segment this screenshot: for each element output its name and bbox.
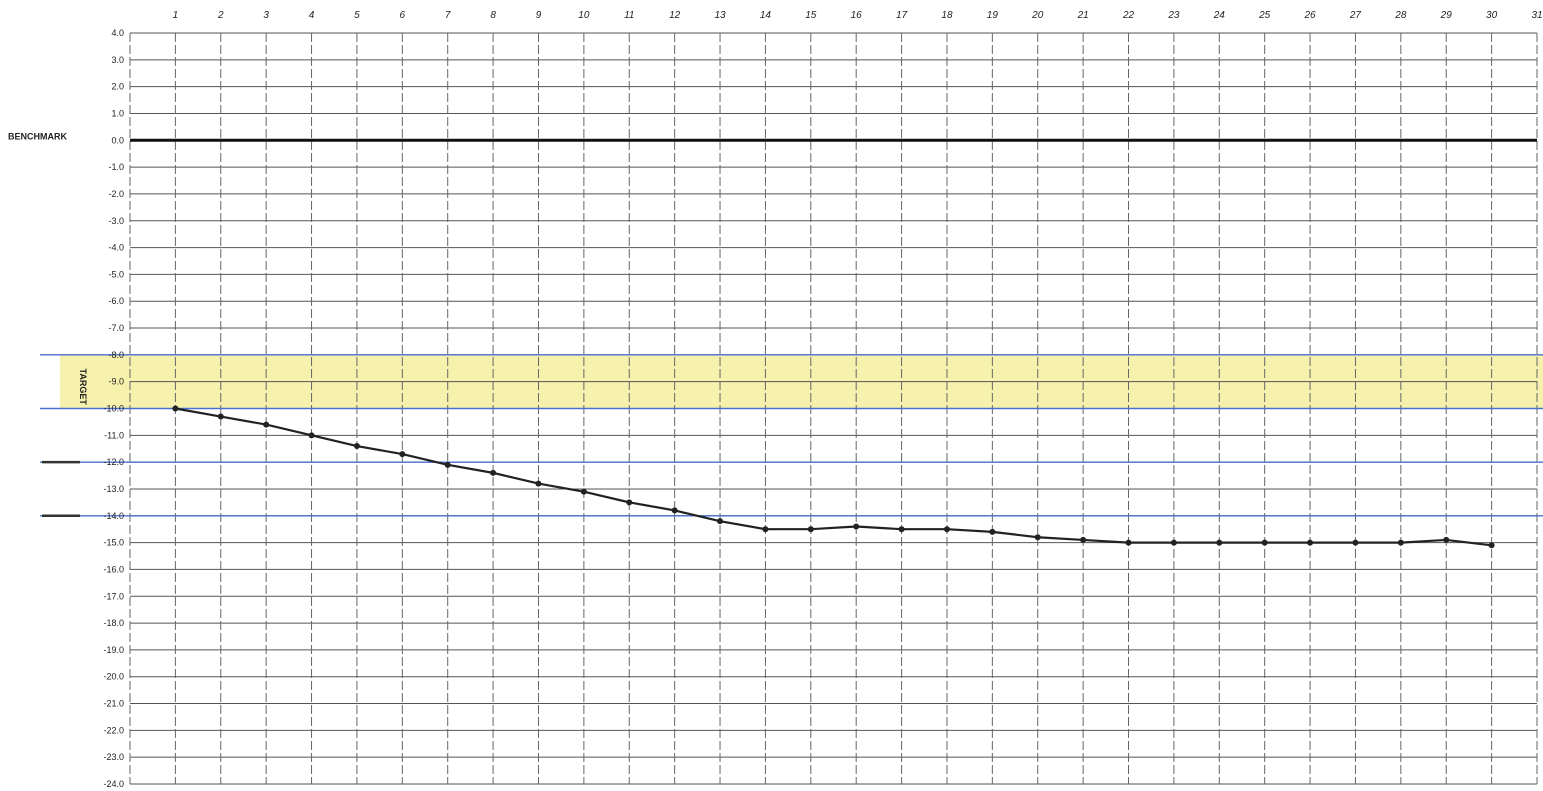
benchmark-label: BENCHMARK xyxy=(8,131,67,141)
y-tick-label: -18.0 xyxy=(103,618,124,628)
y-tick-label: -19.0 xyxy=(103,645,124,655)
x-tick-label: 31 xyxy=(1531,10,1542,21)
series-line xyxy=(175,407,1492,547)
data-point xyxy=(989,528,996,535)
x-tick-label: 3 xyxy=(263,10,269,21)
x-tick-label: 17 xyxy=(896,10,908,21)
x-tick-label: 8 xyxy=(490,10,496,21)
x-tick-label: 1 xyxy=(173,10,179,21)
y-tick-label: -14.0 xyxy=(103,511,124,521)
y-tick-label: 4.0 xyxy=(111,28,124,38)
x-tick-label: 5 xyxy=(354,10,360,21)
x-tick-label: 9 xyxy=(536,10,542,21)
x-tick-label: 30 xyxy=(1486,10,1498,21)
x-tick-label: 21 xyxy=(1077,10,1089,21)
x-tick-label: 16 xyxy=(851,10,863,21)
data-point xyxy=(717,518,724,525)
y-tick-label: -21.0 xyxy=(103,699,124,709)
target-label: TARGET xyxy=(78,369,88,406)
y-tick-label: -4.0 xyxy=(108,243,124,253)
x-tick-label: 22 xyxy=(1122,10,1135,21)
data-point xyxy=(353,443,360,450)
data-point xyxy=(943,526,950,533)
y-tick-label: -17.0 xyxy=(103,591,124,601)
y-tick-label: 3.0 xyxy=(111,55,124,65)
data-point xyxy=(1352,539,1359,546)
data-point xyxy=(1034,534,1041,541)
data-point xyxy=(807,526,814,533)
data-point xyxy=(399,451,406,458)
y-tick-label: -7.0 xyxy=(108,323,124,333)
data-point xyxy=(263,421,270,428)
y-tick-label: -5.0 xyxy=(108,269,124,279)
y-tick-label: 1.0 xyxy=(111,108,124,118)
y-tick-label: -23.0 xyxy=(103,752,124,762)
y-tick-label: -12.0 xyxy=(103,457,124,467)
data-point xyxy=(1443,536,1450,543)
y-tick-label: -15.0 xyxy=(103,538,124,548)
data-point xyxy=(1397,539,1404,546)
y-tick-label: -9.0 xyxy=(108,377,124,387)
data-point xyxy=(444,461,451,468)
x-tick-label: 28 xyxy=(1394,10,1407,21)
x-tick-label: 25 xyxy=(1258,10,1271,21)
y-tick-label: 0.0 xyxy=(111,135,124,145)
y-tick-label: -22.0 xyxy=(103,725,124,735)
x-tick-label: 29 xyxy=(1440,10,1453,21)
y-tick-label: -16.0 xyxy=(103,564,124,574)
x-tick-label: 14 xyxy=(760,10,772,21)
data-point xyxy=(1261,539,1268,546)
y-tick-label: -24.0 xyxy=(103,779,124,789)
x-tick-label: 10 xyxy=(578,10,590,21)
x-tick-label: 20 xyxy=(1031,10,1044,21)
data-point xyxy=(217,413,224,420)
data-point xyxy=(671,507,678,514)
data-point xyxy=(1125,539,1132,546)
data-point xyxy=(172,405,179,412)
x-tick-label: 12 xyxy=(669,10,681,21)
x-tick-label: 18 xyxy=(941,10,953,21)
x-tick-label: 26 xyxy=(1304,10,1317,21)
data-point xyxy=(762,526,769,533)
y-tick-label: -11.0 xyxy=(104,430,124,440)
y-tick-label: -20.0 xyxy=(103,672,124,682)
data-point xyxy=(1488,542,1495,549)
y-tick-label: -2.0 xyxy=(108,189,124,199)
x-tick-label: 24 xyxy=(1213,10,1226,21)
x-tick-label: 15 xyxy=(805,10,817,21)
data-point xyxy=(580,488,587,495)
x-tick-label: 27 xyxy=(1349,10,1362,21)
data-point xyxy=(308,432,315,439)
y-tick-label: -3.0 xyxy=(108,216,124,226)
x-tick-label: 19 xyxy=(987,10,999,21)
data-point xyxy=(626,499,633,506)
data-point xyxy=(535,480,542,487)
y-tick-label: 2.0 xyxy=(111,82,124,92)
y-tick-label: -6.0 xyxy=(108,296,124,306)
y-tick-label: -1.0 xyxy=(108,162,124,172)
x-tick-label: 23 xyxy=(1167,10,1180,21)
x-tick-label: 6 xyxy=(400,10,406,21)
data-point xyxy=(898,526,905,533)
y-tick-label: -13.0 xyxy=(103,484,124,494)
x-tick-label: 13 xyxy=(714,10,726,21)
data-point xyxy=(1080,536,1087,543)
data-point xyxy=(490,469,497,476)
data-point xyxy=(1307,539,1314,546)
y-tick-label: -8.0 xyxy=(108,350,124,360)
x-tick-label: 11 xyxy=(624,10,634,21)
data-point xyxy=(853,523,860,530)
y-tick-label: -10.0 xyxy=(103,404,124,414)
x-tick-label: 4 xyxy=(309,10,315,21)
data-point xyxy=(1216,539,1223,546)
x-tick-label: 7 xyxy=(445,10,451,21)
data-point xyxy=(1170,539,1177,546)
x-tick-label: 2 xyxy=(217,10,224,21)
